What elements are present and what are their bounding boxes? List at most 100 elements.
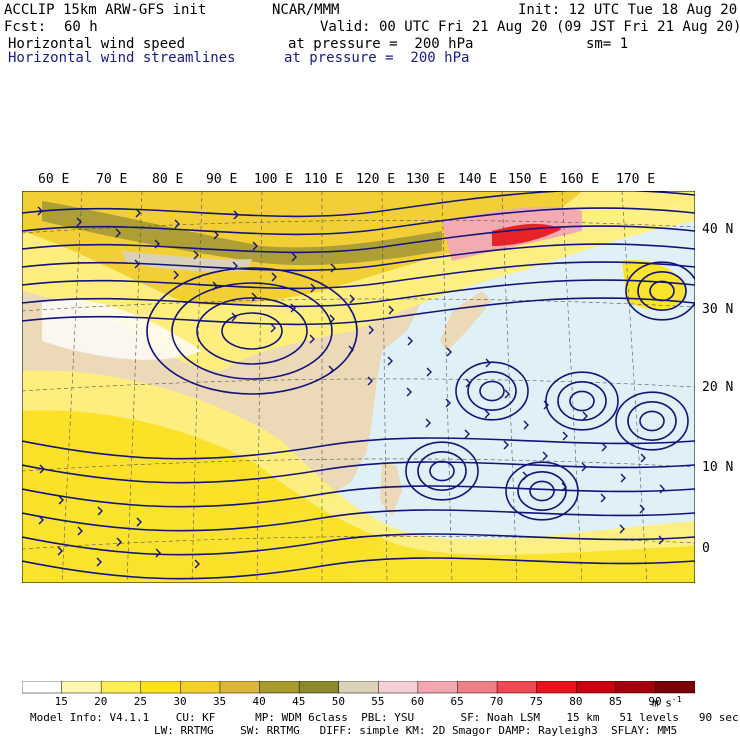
streamline-arrow [309, 334, 315, 344]
colorbar-tick: 45 [292, 695, 306, 708]
colorbar-tick: 30 [173, 695, 187, 708]
streamline-arrow [39, 464, 45, 474]
streamline-arrow [290, 303, 296, 313]
streamline [22, 437, 695, 460]
valid-time: Valid: 00 UTC Fri 21 Aug 20 (09 JST Fri … [320, 19, 740, 35]
streamline-arrow [543, 400, 549, 410]
streamline-arrow [174, 219, 180, 229]
streamline-arrow [542, 451, 548, 461]
streamline-arrow [658, 535, 664, 545]
colorbar-swatch [140, 681, 182, 694]
lat-label: 0 [702, 541, 710, 556]
colorbar-swatch [417, 681, 459, 694]
colorbar-swatch [378, 681, 419, 694]
colorbar-swatch [536, 681, 577, 694]
forecast-hours: 60 h [64, 19, 98, 35]
lat-label: 10 N [702, 460, 734, 475]
streamline [639, 410, 665, 432]
streamline-arrow [367, 376, 373, 386]
streamline [649, 280, 675, 302]
streamline-arrow [233, 210, 239, 220]
lat-label: 30 N [702, 302, 734, 317]
streamline-arrow [193, 250, 199, 260]
lon-label: 140 E [458, 172, 498, 187]
streamline-arrow [270, 323, 276, 333]
field1-name: Horizontal wind speed [8, 36, 186, 52]
streamline-arrow [329, 314, 335, 324]
colorbar-tick: 20 [94, 695, 108, 708]
init-time: Init: 12 UTC Tue 18 Aug 20 [518, 2, 738, 18]
streamline [455, 361, 529, 421]
streamline [517, 471, 567, 511]
streamline-arrow [252, 241, 258, 251]
streamline-arrow [57, 546, 63, 556]
streamline-arrow [639, 504, 645, 514]
smoothing-label: sm= 1 [586, 36, 629, 52]
streamline-arrow [620, 473, 626, 483]
colorbar-swatch [100, 681, 142, 694]
colorbar-tick: 40 [252, 695, 266, 708]
streamline [22, 261, 695, 290]
streamline-arrow [522, 471, 528, 481]
colorbar-swatch [496, 681, 538, 694]
streamline [22, 509, 695, 532]
org-label: NCAR/MMM [272, 2, 340, 18]
streamline-arrow [310, 283, 316, 293]
colorbar-tick: 65 [450, 695, 464, 708]
streamline-arrow [388, 305, 394, 315]
streamline-arrow [601, 442, 607, 452]
streamline [22, 207, 695, 236]
streamline-arrow [115, 228, 121, 238]
colorbar-tick: 60 [410, 695, 425, 708]
streamline [625, 261, 695, 321]
colorbar-unit: m s-1 [652, 695, 682, 710]
streamline-arrow [640, 453, 646, 463]
streamline-arrow [619, 524, 625, 534]
streamline [22, 225, 695, 254]
streamline-arrow [173, 270, 179, 280]
wind-streamlines [22, 191, 695, 580]
streamline [171, 282, 333, 380]
streamline [505, 461, 579, 521]
streamline-arrow [562, 431, 568, 441]
streamline-arrow [291, 252, 297, 262]
streamline-arrow [426, 367, 432, 377]
colorbar-swatch [615, 681, 657, 694]
streamline-arrow [328, 365, 334, 375]
colorbar-swatch [219, 681, 261, 694]
lon-label: 110 E [304, 172, 344, 187]
model-title: ACCLIP 15km ARW-GFS init [4, 2, 207, 18]
lon-label: 70 E [96, 172, 128, 187]
streamline-arrow [58, 495, 64, 505]
field1-level: at pressure = 200 hPa [288, 36, 474, 52]
streamline [569, 390, 595, 412]
streamline-arrow [194, 559, 200, 569]
model-info-line2: LW: RRTMG SW: RRTMG DIFF: simple KM: 2D … [154, 724, 678, 737]
streamline [196, 297, 308, 365]
streamline [429, 460, 455, 482]
lat-label: 20 N [702, 380, 734, 395]
streamline [637, 271, 687, 311]
streamline-arrow [368, 325, 374, 335]
streamline-arrow [271, 272, 277, 282]
streamline-arrow [600, 493, 606, 503]
streamline-arrow [425, 418, 431, 428]
colorbar-tick: 55 [371, 695, 385, 708]
streamline-arrow [561, 482, 567, 492]
colorbar-swatch [259, 681, 300, 694]
lon-label: 130 E [406, 172, 446, 187]
streamline-arrow [407, 336, 413, 346]
streamline-arrow [659, 484, 665, 494]
streamline [22, 461, 695, 484]
streamline-arrow [387, 356, 393, 366]
streamline-arrow [135, 208, 141, 218]
colorbar-swatch [338, 681, 380, 694]
forecast-label: Fcst: [4, 19, 47, 35]
colorbar-swatch [298, 681, 340, 694]
lon-label: 150 E [508, 172, 548, 187]
streamline [417, 451, 467, 491]
colorbar-swatch [457, 681, 498, 694]
colorbar-tick: 15 [54, 695, 68, 708]
streamline-arrow [251, 292, 257, 302]
streamline-arrow [154, 239, 160, 249]
